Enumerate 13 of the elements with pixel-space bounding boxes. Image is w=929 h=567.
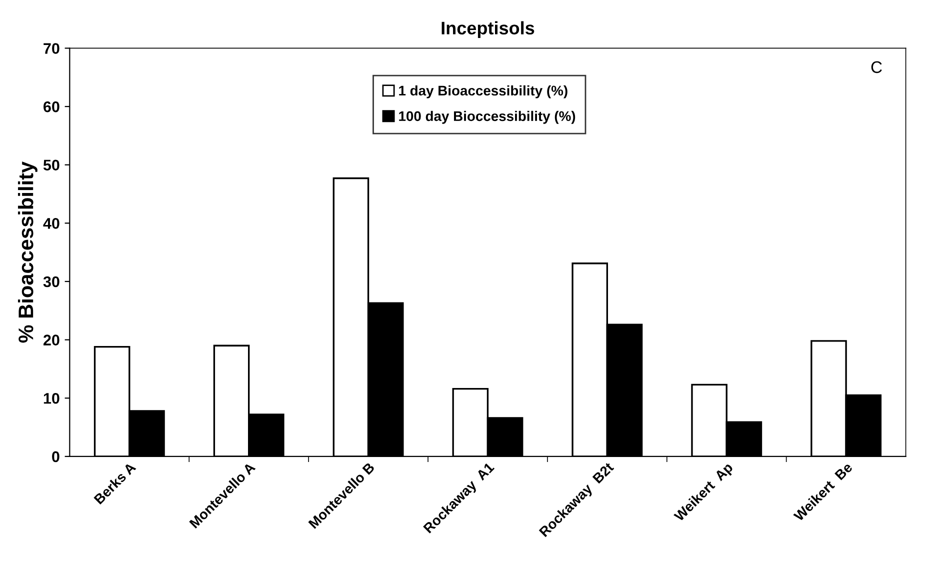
y-tick-label: 50 [43, 160, 60, 171]
y-tick-label: 30 [43, 276, 60, 288]
y-tick-label: 0 [52, 451, 60, 462]
legend-label: 100 day Bioccessibility (%) [399, 110, 576, 124]
annotation: C [871, 61, 882, 74]
chart-title: Inceptisols [442, 21, 534, 38]
y-tick-label: 70 [44, 43, 60, 54]
legend-label: 1 day Bioaccessibility (%) [399, 85, 568, 98]
y-tick-label: 10 [44, 392, 60, 404]
y-tick-label: 40 [43, 218, 60, 229]
y-tick-label: 60 [44, 101, 60, 112]
y-axis-title: % Bioaccessibility [18, 162, 38, 343]
y-tick-label: 20 [43, 334, 60, 346]
